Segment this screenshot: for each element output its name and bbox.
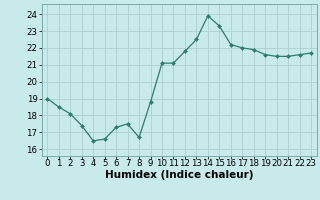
X-axis label: Humidex (Indice chaleur): Humidex (Indice chaleur) — [105, 170, 253, 180]
